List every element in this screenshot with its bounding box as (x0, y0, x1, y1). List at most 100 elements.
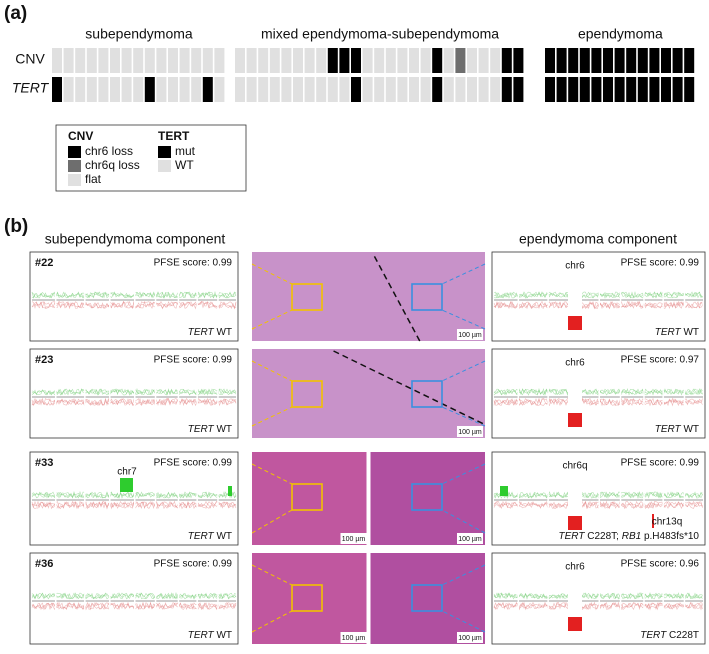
status-cell (432, 48, 443, 73)
loss-signal (568, 413, 582, 427)
genotype-part: WT (681, 327, 699, 338)
chromosome-gap (517, 583, 520, 613)
chromosome-gap (154, 482, 157, 512)
legend-title: TERT (158, 129, 190, 143)
scale-bar: 100 µm (458, 332, 482, 339)
status-cell (661, 48, 671, 73)
gain-signal (228, 486, 232, 496)
status-cell (269, 48, 280, 73)
legend-swatch (68, 174, 81, 186)
chromosome-gap (196, 583, 198, 613)
region-label: chr6 (565, 358, 585, 369)
loss-signal (568, 516, 582, 530)
status-cell (156, 48, 167, 73)
genotype-part: TERT (640, 630, 667, 641)
chromosome-gap (619, 379, 622, 409)
genotype-part: TERT (188, 424, 215, 435)
status-cell (614, 48, 625, 73)
chromosome-gap (217, 282, 219, 312)
zoom-line (251, 564, 293, 633)
signal-band (493, 388, 703, 396)
status-cell (501, 48, 512, 73)
chromosome-gap (84, 583, 86, 613)
chromosome-gap (177, 379, 180, 409)
chromosome-gap (84, 282, 86, 312)
region-label: chr6 (565, 261, 585, 272)
status-cell (649, 48, 660, 73)
status-cell (327, 77, 338, 102)
status-cell (121, 48, 132, 73)
chromosome-gap (109, 282, 111, 312)
genotype: TERT WT (188, 531, 232, 542)
status-cell (191, 77, 202, 102)
status-cell (281, 77, 292, 102)
chromosome-gap (217, 482, 219, 512)
pfse-score: PFSE score: 0.99 (154, 355, 233, 366)
cnv-plot-frame (29, 251, 239, 342)
status-cell (304, 77, 315, 102)
status-cell (75, 77, 86, 102)
status-cell (110, 77, 120, 102)
zoom-line (441, 360, 486, 427)
signal-band (493, 388, 703, 396)
chromosome-gap (54, 583, 57, 613)
genotype-part: WT (214, 424, 232, 435)
chromosome-gap (154, 282, 157, 312)
status-cell (385, 77, 396, 102)
genotype-part: p.H483fs*10 (641, 531, 699, 542)
status-cell (214, 48, 225, 73)
legend-title: CNV (68, 129, 93, 143)
group-title: ependymoma (578, 26, 663, 42)
chromosome-gap (598, 482, 600, 512)
histology-image (252, 252, 485, 341)
status-cell (133, 77, 144, 102)
genotype: TERT WT (655, 424, 699, 435)
chromosome-gap (109, 379, 111, 409)
chromosome-gap (662, 583, 664, 613)
zoom-line (251, 263, 293, 330)
signal-band (493, 397, 703, 407)
chromosome-gap (619, 583, 622, 613)
chromosome-gap (568, 575, 582, 615)
chromosome-gap (196, 482, 198, 512)
chromosome-gap (196, 379, 198, 409)
column-title: subependymoma component (45, 231, 226, 247)
status-cell (75, 48, 86, 73)
status-cell (568, 48, 579, 73)
status-cell (397, 77, 408, 102)
signal-band (493, 500, 703, 510)
status-cell (637, 48, 648, 73)
legend-label: flat (85, 172, 102, 186)
status-cell (591, 48, 602, 73)
status-cell (684, 77, 695, 102)
scale-bar: 100 µm (342, 536, 366, 543)
group-title: subependymoma (85, 26, 193, 42)
legend-swatch (68, 146, 81, 158)
status-cell (432, 77, 443, 102)
scale-bar-bg (457, 533, 483, 544)
status-cell (214, 77, 225, 102)
status-cell (316, 48, 327, 73)
genotype-part: C228T; (584, 531, 621, 542)
scale-bar-bg (457, 329, 483, 340)
chromosome-gap (134, 282, 136, 312)
status-cell (490, 48, 501, 73)
genotype-part: WT (681, 424, 699, 435)
zoom-line (251, 360, 293, 427)
zoom-box (291, 483, 323, 511)
panel-label: (b) (4, 216, 28, 237)
chromosome-gap (547, 583, 549, 613)
pfse-score: PFSE score: 0.99 (621, 258, 700, 269)
signal-band (493, 291, 703, 299)
zoom-box (291, 584, 323, 612)
zoom-box (291, 283, 323, 311)
chromosome-gap (683, 482, 686, 512)
chromosome-gap (196, 282, 198, 312)
signal-band (493, 291, 703, 299)
signal-band (493, 592, 703, 600)
genotype: TERT C228T (640, 630, 699, 641)
status-cell (246, 48, 257, 73)
chromosome-gap (134, 482, 136, 512)
chromosome-gap (547, 379, 549, 409)
status-cell (455, 48, 466, 73)
